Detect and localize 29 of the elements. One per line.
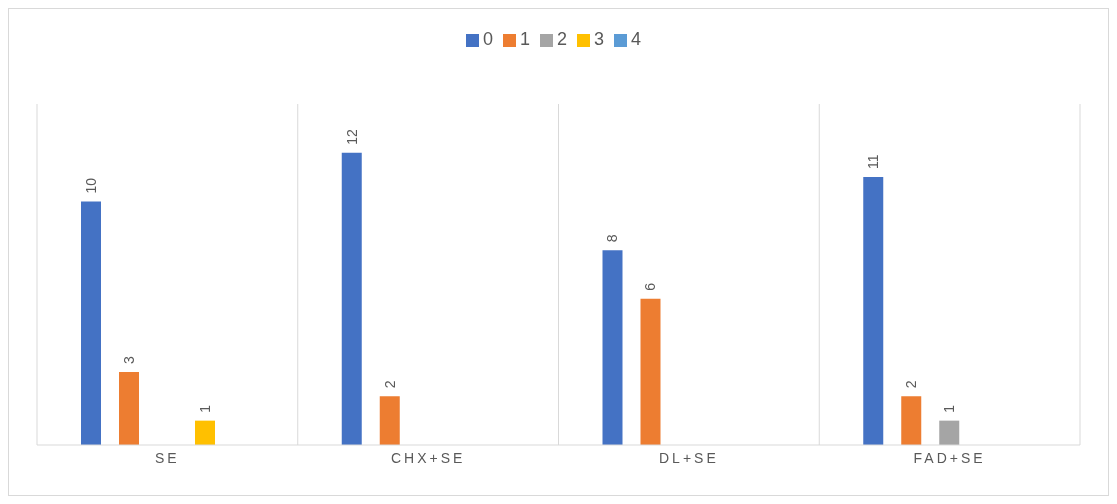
bar <box>81 201 101 445</box>
bar <box>119 371 139 445</box>
bar <box>863 177 884 445</box>
data-label: 3 <box>121 355 137 364</box>
bar <box>602 250 623 445</box>
bar <box>341 152 362 445</box>
legend-label: 1 <box>519 29 530 49</box>
x-tick-label: SE <box>155 449 180 466</box>
x-tick-label: DL+SE <box>659 449 719 466</box>
data-label: 10 <box>83 177 99 194</box>
data-label: 2 <box>381 380 398 389</box>
bar <box>640 298 661 445</box>
x-tick-label: CHX+SE <box>390 449 466 466</box>
bar <box>901 396 922 445</box>
data-label: 11 <box>865 154 882 170</box>
data-label: 2 <box>903 380 920 389</box>
legend-label: 4 <box>631 29 642 49</box>
legend-label: 3 <box>594 29 605 49</box>
data-label: 6 <box>642 282 659 291</box>
data-label: 8 <box>604 234 621 243</box>
bar <box>195 420 215 445</box>
x-tick-label: FAD+SE <box>913 449 986 466</box>
data-label: 12 <box>343 128 360 145</box>
data-label: 1 <box>197 404 213 413</box>
bar <box>939 420 960 445</box>
legend-label: 0 <box>482 29 493 49</box>
data-label: 1 <box>941 404 958 413</box>
bar <box>379 396 400 445</box>
legend-label: 2 <box>556 29 567 49</box>
